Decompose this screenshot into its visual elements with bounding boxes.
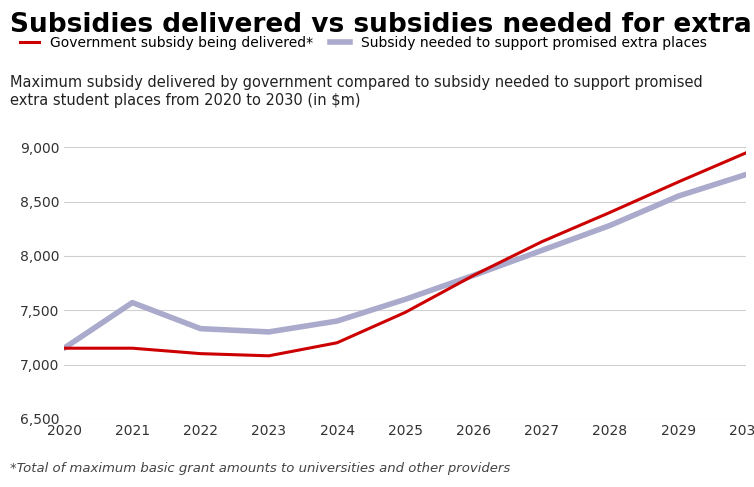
Text: Maximum subsidy delivered by government compared to subsidy needed to support pr: Maximum subsidy delivered by government … [10,75,703,108]
Text: *Total of maximum basic grant amounts to universities and other providers: *Total of maximum basic grant amounts to… [10,462,510,475]
Legend: Government subsidy being delivered*, Subsidy needed to support promised extra pl: Government subsidy being delivered*, Sub… [20,36,706,50]
Text: Subsidies delivered vs subsidies needed for extra places: Subsidies delivered vs subsidies needed … [10,12,754,38]
